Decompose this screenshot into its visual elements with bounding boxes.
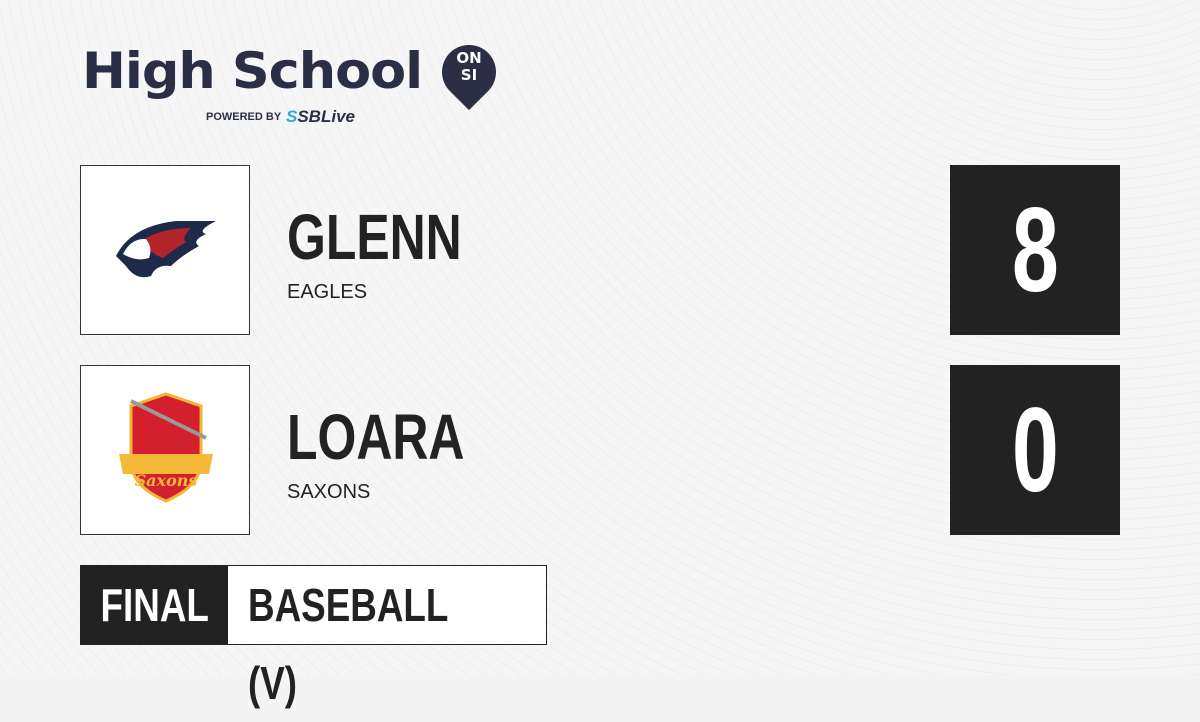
status-badge: FINAL [81,566,228,644]
team-logo-loara: Saxons [80,365,250,535]
svg-text:Saxons: Saxons [135,471,198,490]
brand-title: High School [82,42,423,100]
sport-label: BASEBALL (V) [248,579,448,709]
game-status-bar: FINAL BASEBALL (V) [80,565,547,709]
team-name: GLENN [287,201,462,273]
powered-by-label: POWERED BY [206,111,282,123]
team-mascot: EAGLES [287,281,368,303]
team-score: 0 [950,365,1120,535]
team-mascot: SAXONS [287,481,371,503]
on-si-badge: ON SI [456,49,482,84]
sblive-logo: SSBLive [286,107,355,126]
team-logo-glenn [80,165,250,335]
saxons-shield-icon: Saxons [119,392,213,503]
background-pattern [0,0,1200,675]
eagle-icon [116,221,216,278]
team-name: LOARA [287,401,465,473]
team-score: 8 [950,165,1120,335]
